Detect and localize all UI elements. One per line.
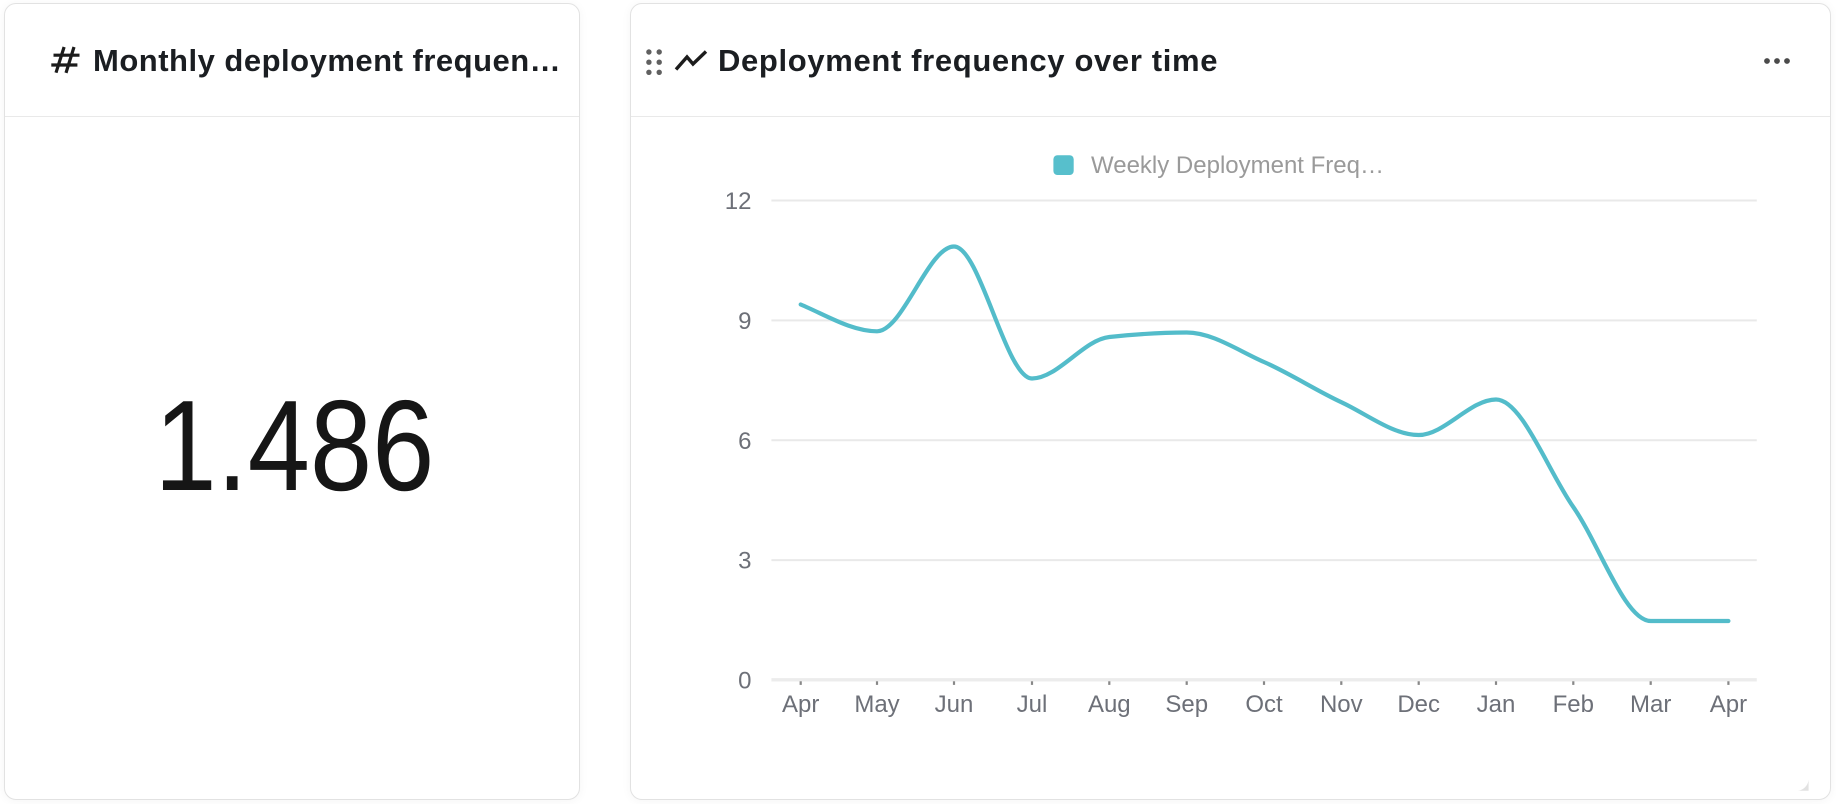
svg-text:Jun: Jun (934, 691, 973, 718)
svg-text:Oct: Oct (1245, 691, 1283, 718)
svg-text:May: May (854, 691, 899, 718)
svg-text:Dec: Dec (1397, 691, 1440, 718)
svg-text:0: 0 (738, 667, 751, 694)
svg-text:Jan: Jan (1476, 691, 1515, 718)
svg-text:Weekly Deployment Freq…: Weekly Deployment Freq… (1091, 152, 1384, 179)
svg-text:Nov: Nov (1319, 691, 1362, 718)
svg-text:9: 9 (738, 308, 751, 335)
svg-text:12: 12 (724, 188, 751, 215)
svg-text:3: 3 (738, 548, 751, 575)
svg-text:Apr: Apr (782, 691, 819, 718)
svg-text:Sep: Sep (1165, 691, 1208, 718)
svg-text:6: 6 (738, 428, 751, 455)
svg-text:Jul: Jul (1016, 691, 1047, 718)
svg-text:Aug: Aug (1087, 691, 1130, 718)
svg-text:Feb: Feb (1552, 691, 1593, 718)
svg-text:Apr: Apr (1709, 691, 1746, 718)
svg-text:Mar: Mar (1630, 691, 1671, 718)
